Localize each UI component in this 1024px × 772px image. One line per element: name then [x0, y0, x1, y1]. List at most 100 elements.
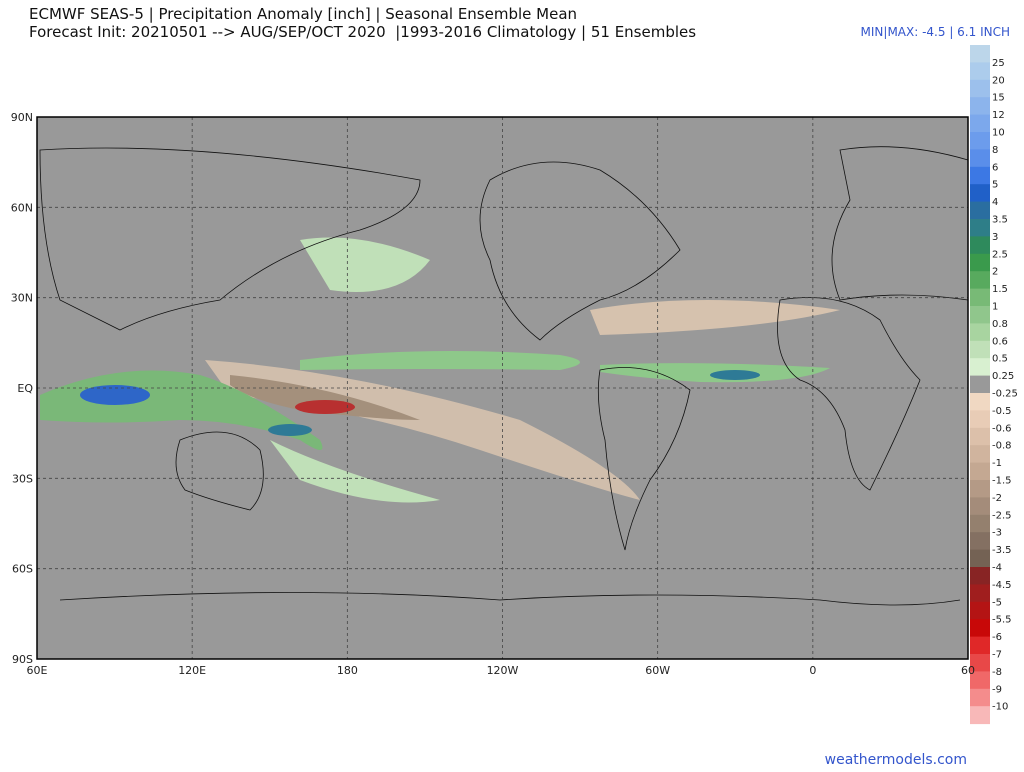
dry-core: [230, 375, 420, 420]
lon-label: 60E: [27, 664, 48, 677]
africa: [777, 297, 921, 491]
colorbar-label: -1: [992, 458, 1002, 469]
south-america: [597, 367, 691, 551]
pacific-wet: [300, 237, 430, 292]
colorbar-swatch: [970, 549, 990, 568]
colorbar: 25 20 15 12 10 8 6 5 4 3.5 3 2.5 2 1.5 1 0.8 0.6 0.5 0.25 -…: [970, 45, 1018, 725]
lat-label: 60S: [12, 563, 33, 576]
colorbar-label: -7: [992, 650, 1002, 661]
colorbar-label: -4: [992, 563, 1002, 574]
colorbar-label: 0.5: [992, 354, 1008, 365]
colorbar-swatch: [970, 567, 990, 585]
colorbar-label: -5: [992, 597, 1002, 608]
colorbar-swatch: [970, 358, 990, 377]
lon-label: 60W: [645, 664, 670, 677]
colorbar-label: -4.5: [992, 580, 1012, 591]
lat-label: 30S: [12, 472, 33, 485]
colorbar-swatch: [970, 132, 990, 150]
colorbar-swatch: [970, 671, 990, 690]
colorbar-swatch: [970, 323, 990, 342]
europe: [831, 146, 969, 301]
subtitle: Forecast Init: 20210501 --> AUG/SEP/OCT …: [29, 23, 696, 41]
atlantic-dry: [590, 300, 840, 335]
colorbar-swatch: [970, 619, 990, 638]
lon-label: 120E: [178, 664, 206, 677]
colorbar-swatch: [970, 393, 990, 411]
colorbar-label: -2.5: [992, 510, 1012, 521]
colorbar-swatch: [970, 149, 990, 168]
dry-max: [295, 400, 355, 414]
lon-label: 0: [809, 664, 816, 677]
map-frame: [36, 116, 969, 660]
colorbar-swatch: [970, 45, 990, 63]
colorbar-swatch: [970, 636, 990, 655]
lon-label: 120W: [487, 664, 519, 677]
colorbar-swatch: [970, 201, 990, 220]
lon-label: 180: [337, 664, 358, 677]
lat-label: EQ: [17, 382, 33, 395]
colorbar-label: -0.25: [992, 389, 1018, 400]
colorbar-label: -8: [992, 667, 1002, 678]
title: ECMWF SEAS-5 | Precipitation Anomaly [in…: [29, 5, 577, 23]
colorbar-swatch: [970, 97, 990, 116]
colorbar-label: -0.8: [992, 441, 1012, 452]
colorbar-swatch: [970, 306, 990, 324]
colorbar-label: -3: [992, 528, 1002, 539]
colorbar-label: 0.8: [992, 319, 1008, 330]
map: [36, 116, 969, 660]
colorbar-swatch: [970, 532, 990, 551]
colorbar-swatch: [970, 219, 990, 237]
colorbar-label: -3.5: [992, 545, 1012, 556]
colorbar-swatch: [970, 184, 990, 203]
australia: [175, 431, 264, 511]
minmax: MIN|MAX: -4.5 | 6.1 INCH: [861, 25, 1010, 39]
colorbar-label: 5: [992, 180, 998, 191]
colorbar-label: 8: [992, 145, 998, 156]
colorbar-swatch: [970, 601, 990, 620]
colorbar-label: 12: [992, 110, 1005, 121]
colorbar-swatch: [970, 114, 990, 133]
colorbar-label: 0.25: [992, 371, 1014, 382]
colorbar-label: 25: [992, 58, 1005, 69]
colorbar-swatch: [970, 236, 990, 255]
colorbar-label: 20: [992, 75, 1005, 86]
colorbar-swatch: [970, 62, 990, 81]
colorbar-label: 4: [992, 197, 998, 208]
colorbar-label: 1.5: [992, 284, 1008, 295]
colorbar-swatch: [970, 654, 990, 672]
antarctica: [59, 592, 961, 606]
lon-label: 60: [961, 664, 975, 677]
colorbar-label: 3.5: [992, 215, 1008, 226]
colorbar-label: -5.5: [992, 615, 1012, 626]
colorbar-swatch: [970, 253, 990, 272]
colorbar-swatch: [970, 480, 990, 498]
lat-label: 60N: [11, 201, 33, 214]
wet-core: [268, 424, 312, 436]
colorbar-swatch: [970, 497, 990, 516]
itcz-pacific: [300, 351, 580, 370]
lat-label: 90S: [12, 653, 33, 666]
colorbar-label: -1.5: [992, 476, 1012, 487]
eurasia: [39, 147, 421, 331]
coastlines: [39, 146, 969, 606]
colorbar-label: -9: [992, 684, 1002, 695]
colorbar-swatch: [970, 462, 990, 481]
colorbar-swatch: [970, 288, 990, 307]
colorbar-swatch: [970, 584, 990, 603]
lat-label: 90N: [11, 111, 33, 124]
colorbar-swatch: [970, 688, 990, 707]
colorbar-label: 1: [992, 302, 998, 313]
colorbar-label: -2: [992, 493, 1002, 504]
colorbar-label: -6: [992, 632, 1002, 643]
colorbar-swatch: [970, 166, 990, 185]
north-america: [479, 161, 681, 341]
colorbar-swatch: [970, 271, 990, 290]
colorbar-label: 10: [992, 128, 1005, 139]
colorbar-label: 6: [992, 162, 998, 173]
colorbar-swatch: [970, 375, 990, 394]
colorbar-swatch: [970, 427, 990, 446]
atlantic-core: [710, 370, 760, 380]
colorbar-swatch: [970, 340, 990, 359]
colorbar-label: -0.6: [992, 423, 1012, 434]
